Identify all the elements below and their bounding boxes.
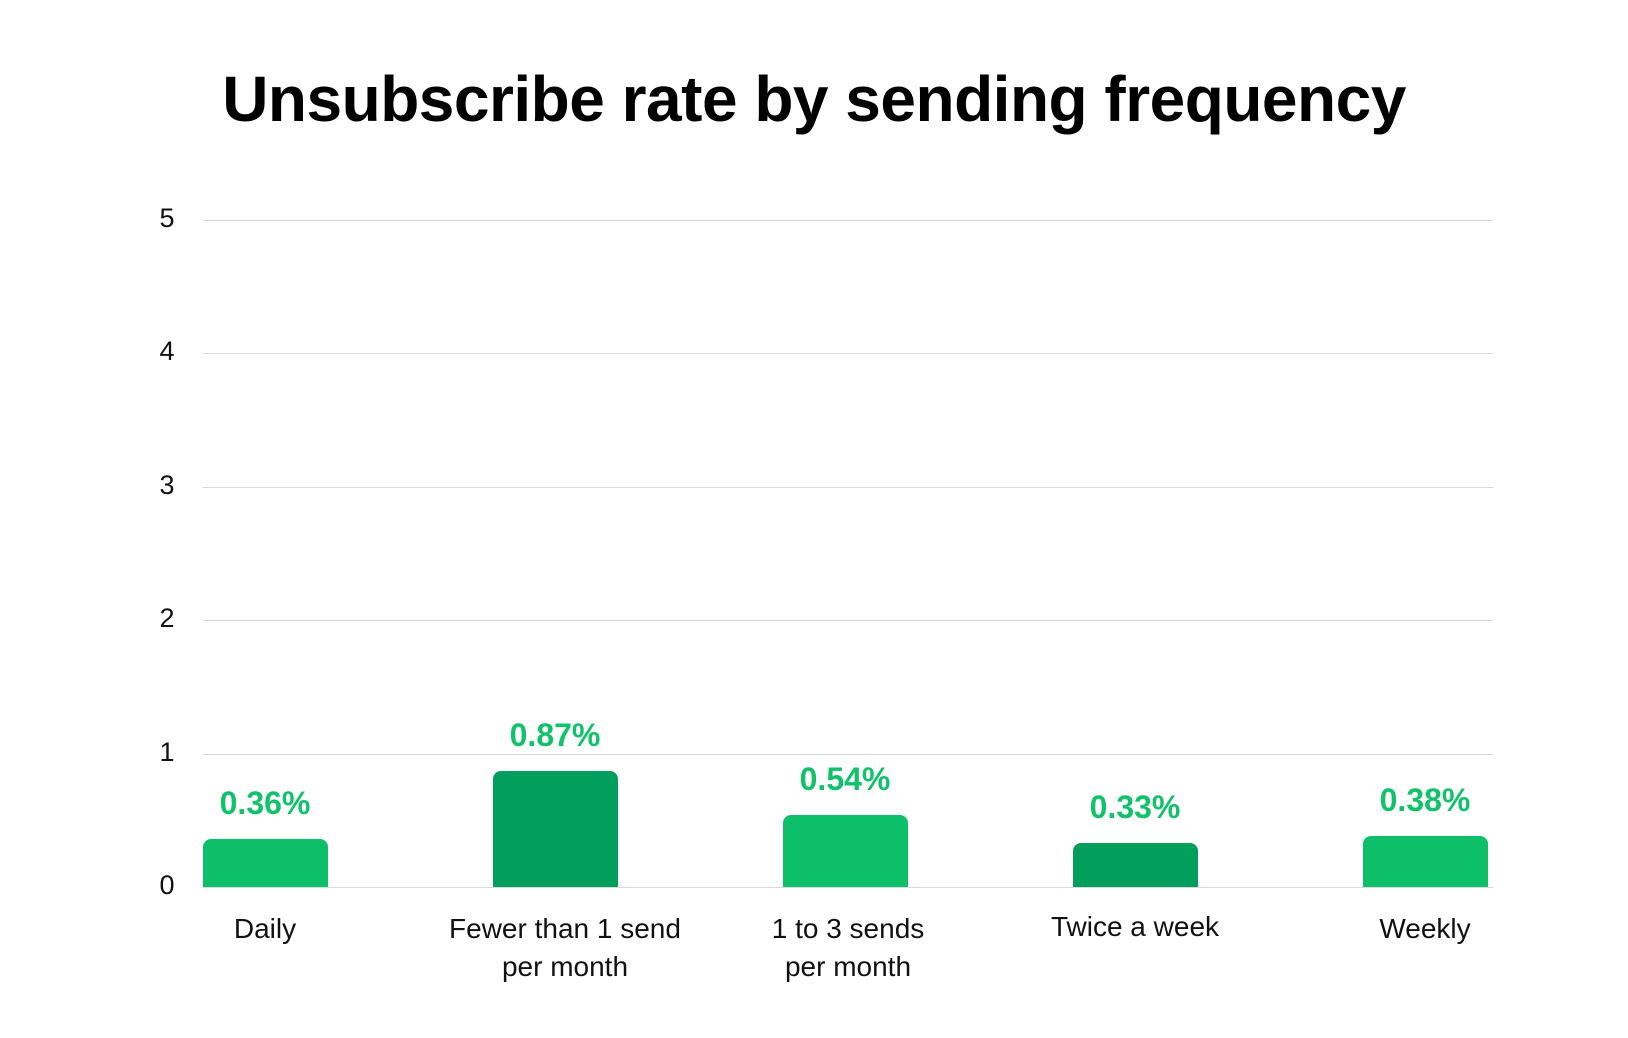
x-category-label-line: per month bbox=[784, 951, 912, 982]
x-category-label: Twice a week bbox=[985, 908, 1285, 946]
x-category-label-line: Twice a week bbox=[1050, 911, 1220, 942]
bar bbox=[1073, 842, 1198, 887]
y-tick-label: 0 bbox=[159, 870, 175, 900]
x-category-label: 1 to 3 sends per month bbox=[698, 910, 998, 986]
y-tick-label: 2 bbox=[159, 603, 175, 634]
bar-value-label: 0.38% bbox=[1379, 782, 1471, 819]
chart-title: Unsubscribe rate by sending frequency bbox=[222, 63, 1406, 135]
bar bbox=[1363, 836, 1488, 887]
x-category-label: Daily bbox=[115, 910, 415, 948]
y-tick-label: 5 bbox=[159, 203, 175, 233]
bar-value-label: 0.87% bbox=[509, 716, 601, 753]
x-category-label: Weekly bbox=[1275, 910, 1575, 948]
gridline bbox=[203, 220, 1493, 221]
bar bbox=[493, 770, 618, 887]
gridline bbox=[203, 887, 1493, 888]
bar-value-label: 0.33% bbox=[1089, 788, 1181, 825]
bar bbox=[203, 838, 328, 887]
x-category-label-line: Daily bbox=[233, 913, 297, 944]
x-category-label-line: 1 to 3 sends bbox=[771, 913, 925, 944]
x-category-label: Fewer than 1 send per month bbox=[415, 910, 715, 986]
gridline bbox=[203, 353, 1493, 355]
gridline bbox=[203, 486, 1493, 488]
gridline bbox=[203, 620, 1493, 622]
x-category-label-line: Weekly bbox=[1379, 913, 1471, 944]
y-tick-label: 1 bbox=[159, 736, 175, 767]
gridline bbox=[203, 753, 1493, 755]
bar-value-label: 0.36% bbox=[219, 784, 311, 821]
x-category-label-line: Fewer than 1 send bbox=[449, 913, 681, 944]
bar bbox=[783, 814, 908, 887]
y-tick-label: 4 bbox=[159, 336, 175, 367]
x-category-label-line: per month bbox=[501, 951, 629, 982]
bar-value-label: 0.54% bbox=[799, 760, 891, 797]
y-tick-label: 3 bbox=[159, 469, 175, 500]
